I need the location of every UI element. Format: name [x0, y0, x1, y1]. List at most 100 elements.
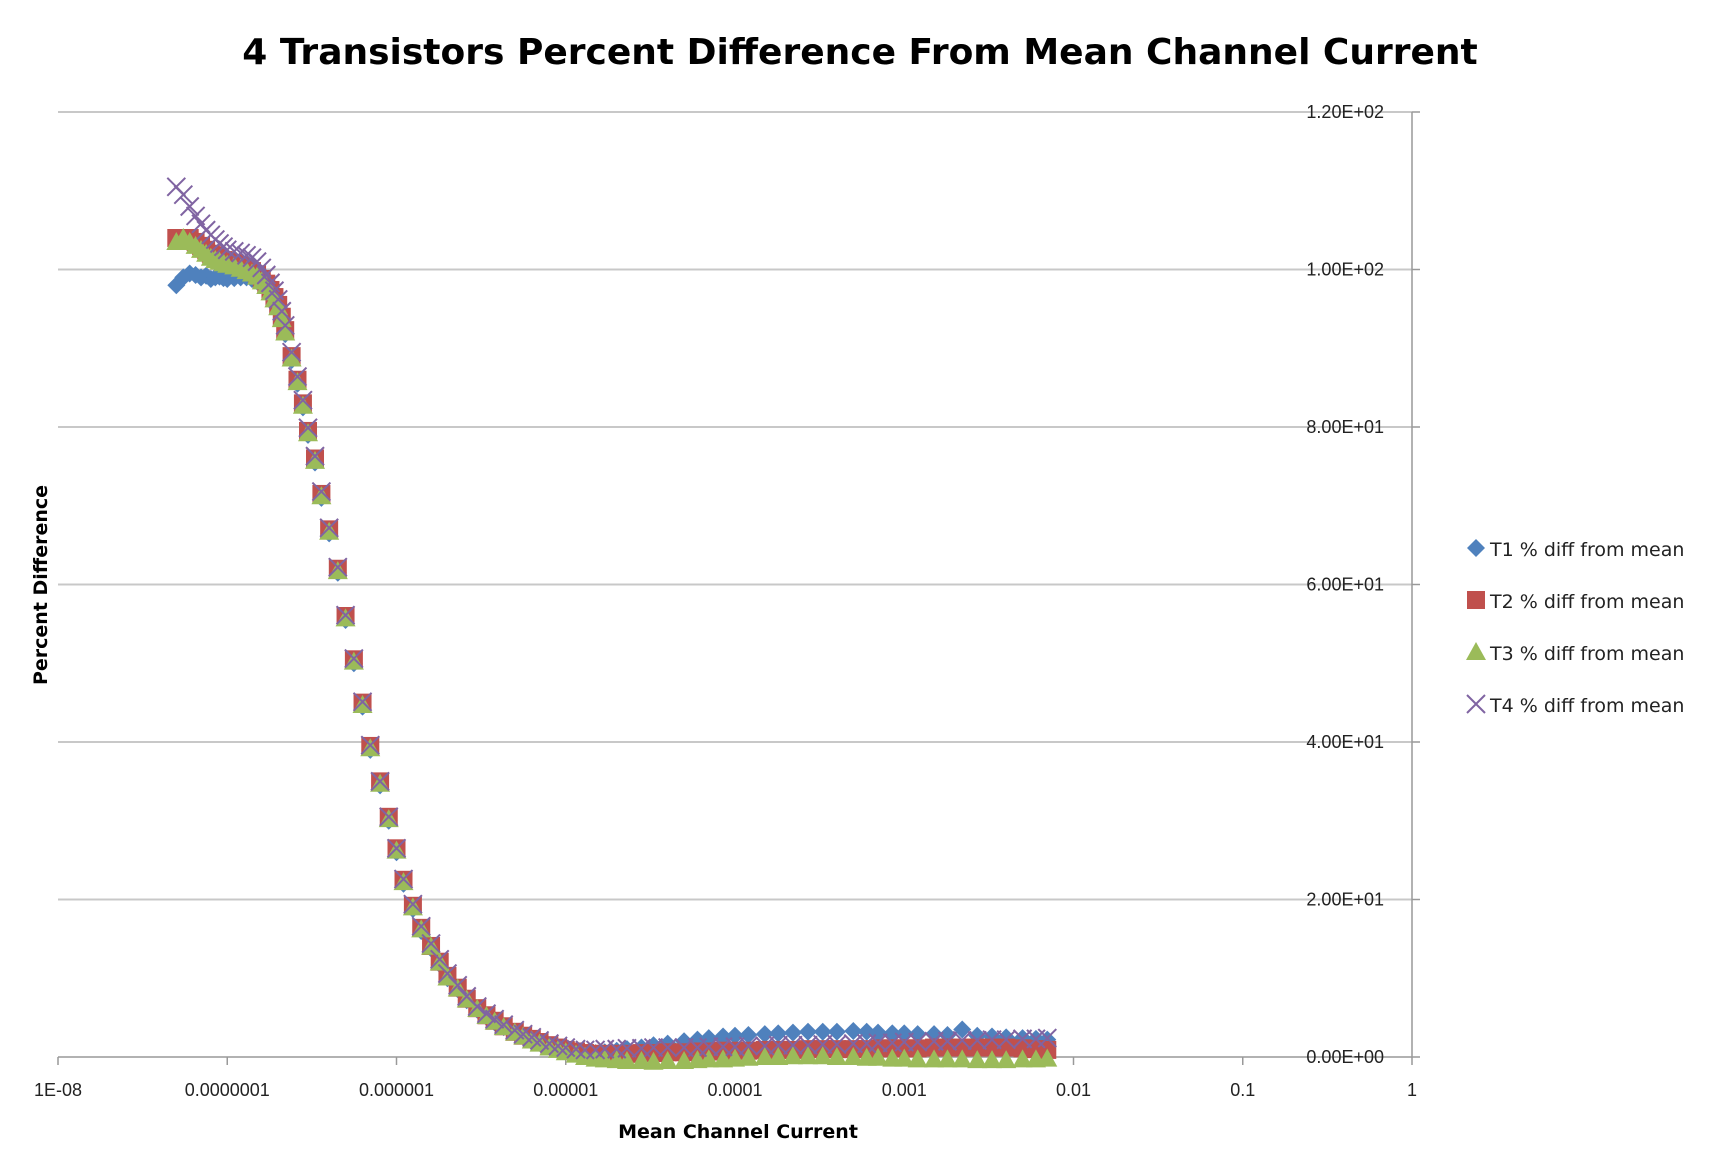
data-point: [287, 372, 308, 391]
legend-label: T2 % diff from mean: [1489, 591, 1684, 613]
data-point: [968, 1038, 987, 1057]
data-point: [826, 1047, 847, 1065]
data-point: [328, 557, 348, 577]
data-point: [566, 1039, 586, 1059]
data-point: [617, 1038, 637, 1059]
data-point: [643, 1051, 664, 1070]
legend-label: T4 % diff from mean: [1489, 695, 1684, 717]
x-tick-label: 0.00001: [533, 1080, 598, 1100]
legend-marker: [1467, 539, 1485, 557]
x-tick-label: 1: [1407, 1080, 1417, 1100]
data-point: [429, 952, 450, 971]
data-point: [352, 694, 373, 713]
data-point: [738, 1036, 759, 1056]
data-point: [335, 605, 356, 625]
data-point: [548, 1036, 568, 1056]
data-point: [575, 1040, 595, 1060]
data-point: [698, 1049, 719, 1068]
data-point: [484, 1009, 505, 1029]
data-point: [952, 1049, 973, 1068]
x-tick-labels: 1E-08 0.0000001 0.000001 0.00001 0.0001 0.001…: [34, 1080, 1417, 1100]
data-point: [996, 1029, 1016, 1050]
data-point: [967, 1030, 987, 1051]
legend-marker: [1467, 591, 1485, 609]
data-point: [360, 738, 381, 757]
data-point: [292, 395, 313, 414]
data-point: [305, 446, 325, 466]
data-point: [813, 1022, 832, 1041]
data-point: [674, 1050, 695, 1069]
y-tick-label: 2.00E+01: [1306, 890, 1384, 910]
data-point: [798, 1035, 818, 1055]
data-point: [1037, 1048, 1058, 1067]
data-point: [996, 1050, 1017, 1069]
data-point: [467, 996, 487, 1017]
data-point: [343, 651, 364, 670]
data-point: [982, 1050, 1003, 1069]
y-tick-label: 0.00E+00: [1306, 1047, 1384, 1067]
series-4: [166, 177, 1057, 1060]
data-point: [411, 916, 431, 936]
data-point: [287, 366, 308, 387]
data-point: [456, 989, 477, 1008]
data-point: [179, 196, 200, 217]
data-point: [982, 1029, 1002, 1050]
data-point: [1012, 1049, 1033, 1068]
data-point: [275, 322, 296, 341]
data-point: [813, 1034, 833, 1055]
data-point: [217, 240, 237, 260]
data-point: [421, 933, 441, 954]
data-point: [616, 1050, 637, 1069]
data-point: [393, 869, 414, 889]
plot-area: [166, 177, 1058, 1070]
data-point: [894, 1048, 915, 1067]
x-tick-label: 0.0001: [707, 1080, 762, 1100]
y-axis-title: Percent Difference: [30, 485, 52, 685]
data-point: [783, 1035, 803, 1055]
data-point: [657, 1037, 678, 1058]
data-point: [224, 241, 244, 262]
data-point: [230, 243, 251, 263]
data-point: [953, 1038, 972, 1057]
data-point: [768, 1047, 789, 1065]
data-point: [403, 894, 423, 914]
data-point: [421, 936, 442, 955]
data-point: [657, 1050, 678, 1069]
chart-title: 4 Transistors Percent Difference From Me…: [242, 32, 1478, 73]
data-point: [631, 1050, 652, 1069]
legend-label: T1 % diff from mean: [1489, 539, 1684, 561]
data-point: [967, 1050, 988, 1069]
data-point: [827, 1034, 847, 1055]
data-point: [907, 1049, 928, 1068]
y-tick-label: 1.20E+02: [1306, 102, 1384, 122]
data-point: [585, 1040, 606, 1060]
data-point: [379, 807, 399, 827]
data-point: [268, 289, 288, 310]
data-point: [386, 838, 407, 859]
data-point: [812, 1046, 833, 1065]
data-point: [298, 418, 318, 438]
data-point: [236, 245, 257, 266]
data-point: [798, 1046, 819, 1065]
data-point: [281, 348, 302, 367]
data-point: [494, 1015, 514, 1035]
data-point: [275, 315, 295, 336]
data-point: [281, 342, 302, 362]
data-point: [907, 1032, 928, 1052]
data-point: [699, 1037, 719, 1057]
data-point: [782, 1046, 803, 1065]
data-point: [335, 608, 356, 627]
legend: T1 % diff from mean T2 % diff from mean T3…: [1466, 539, 1684, 717]
x-tick-label: 0.0000001: [185, 1080, 270, 1100]
data-point: [725, 1048, 745, 1067]
data-point: [293, 390, 313, 410]
data-point: [305, 450, 326, 469]
data-point: [738, 1047, 759, 1066]
axes: [57, 111, 1420, 1065]
y-tick-labels: 0.00E+00 2.00E+01 4.00E+01 6.00E+01 8.00E+01…: [1306, 102, 1384, 1067]
legend-marker: [1466, 694, 1486, 714]
data-point: [437, 963, 458, 984]
x-tick-label: 0.01: [1056, 1080, 1091, 1100]
data-point: [739, 1025, 758, 1044]
